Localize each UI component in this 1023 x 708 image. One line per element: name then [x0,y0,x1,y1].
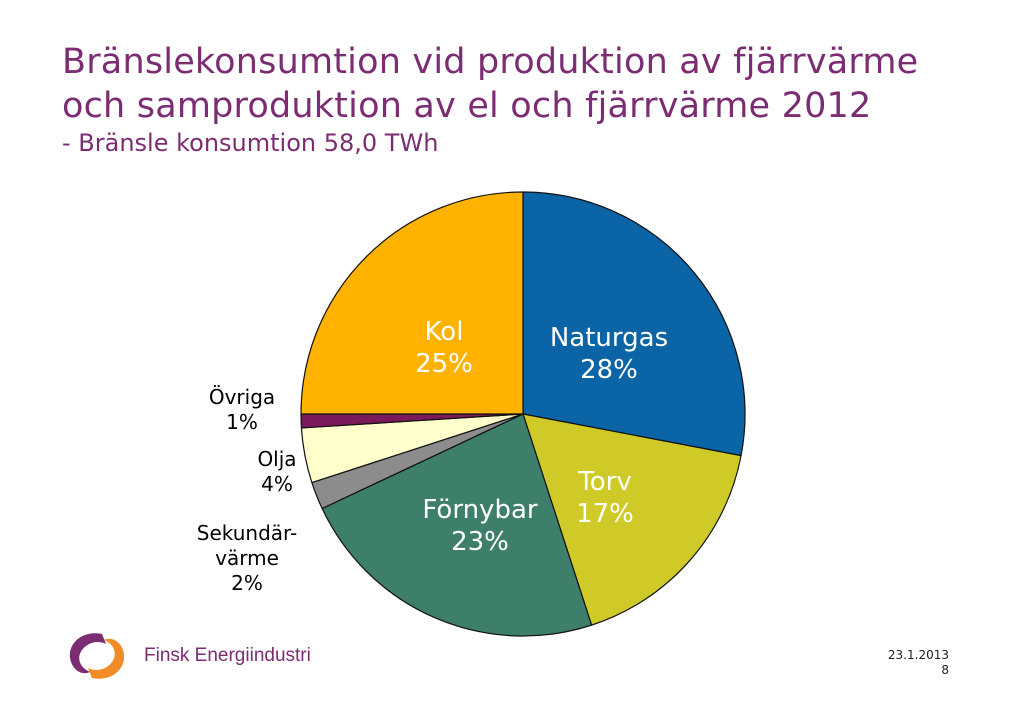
slide-subtitle: - Bränsle konsumtion 58,0 TWh [62,129,439,157]
title-line-1: Bränslekonsumtion vid produktion av fjär… [62,42,919,82]
page-number: 8 [941,663,949,677]
slide-date: 23.1.2013 [887,648,949,662]
slice-label-naturgas: Naturgas 28% [550,323,668,385]
title-line-2: och samproduktion av el och fjärrvärme 2… [62,86,872,126]
slice-label-övriga: Övriga 1% [209,385,275,434]
slice-label-kol: Kol 25% [415,317,473,379]
slice-label-förnybar: Förnybar 23% [422,495,537,557]
slide-title: Bränslekonsumtion vid produktion av fjär… [62,40,918,128]
pie-slice-kol [300,191,524,415]
slice-label-sekundär-värme: Sekundär-värme 2% [197,521,297,595]
brand-name: Finsk Energiindustri [144,645,311,666]
pie-slice-naturgas [522,191,746,457]
finsk-energiindustri-logo-icon [69,633,125,679]
slice-label-olja: Olja 4% [257,447,296,496]
slice-label-torv: Torv 17% [576,467,634,529]
pie-slice-förnybar [321,413,593,637]
pie-slice-torv [522,413,742,626]
